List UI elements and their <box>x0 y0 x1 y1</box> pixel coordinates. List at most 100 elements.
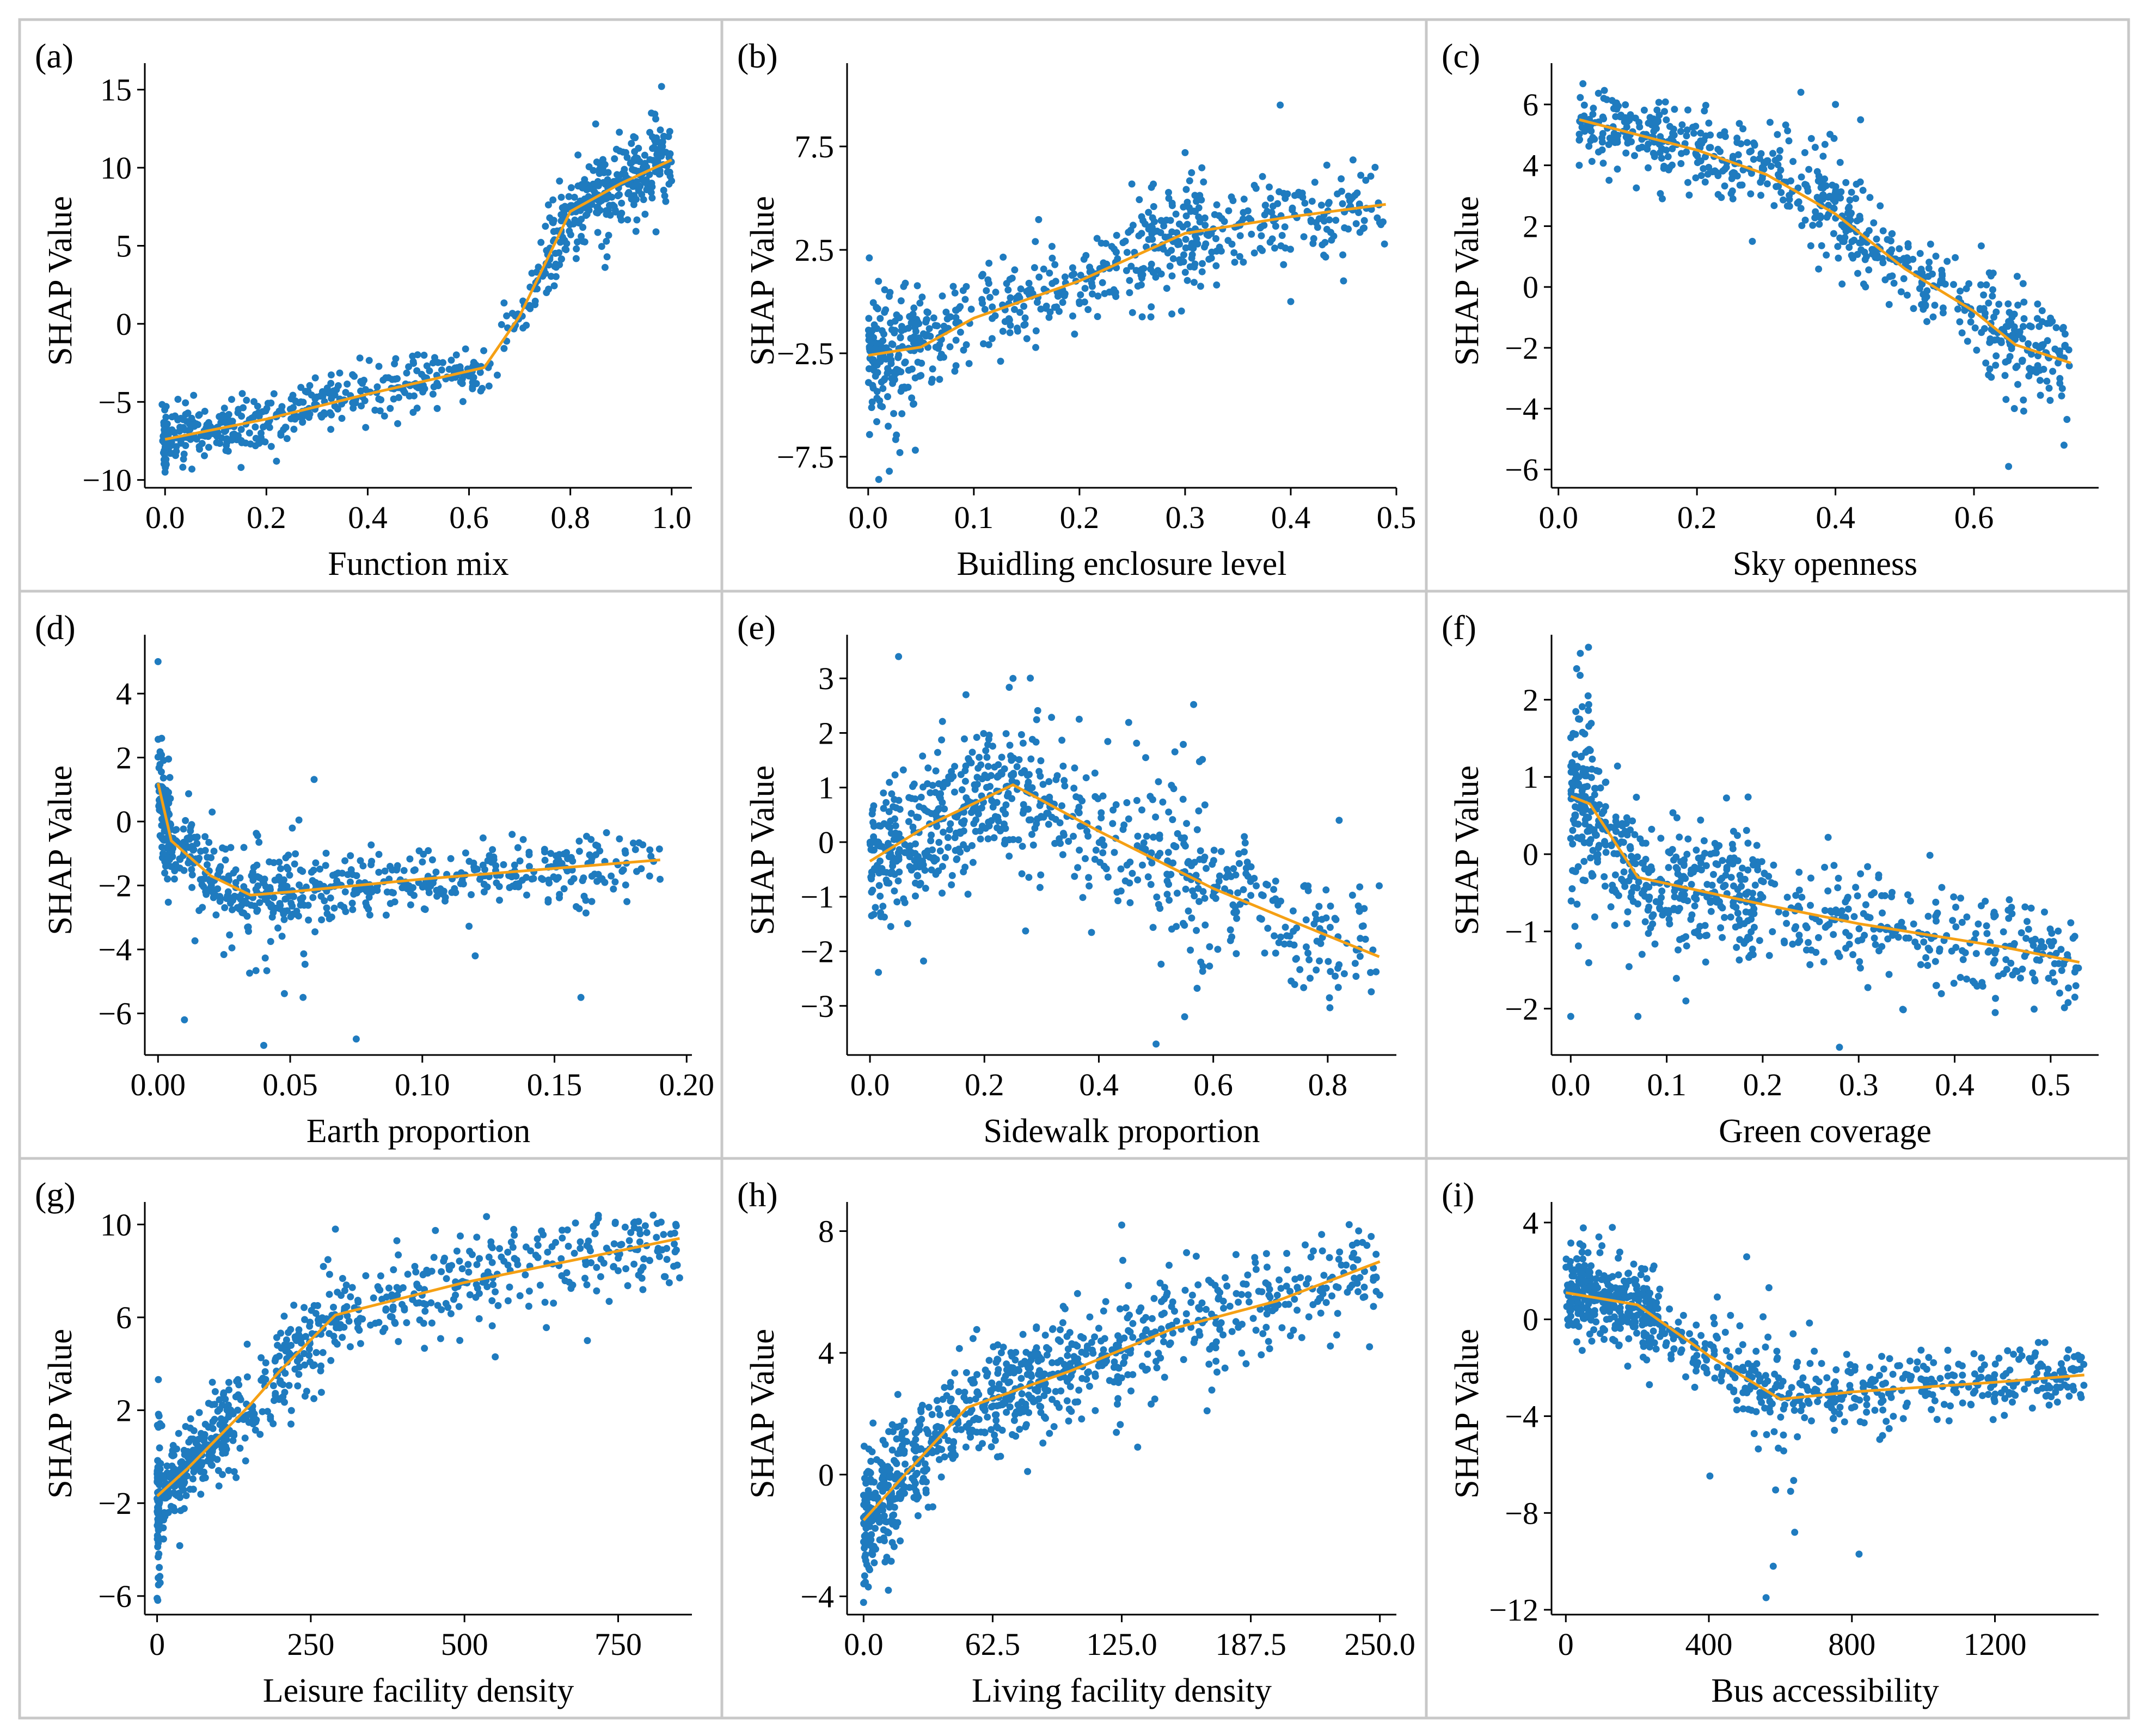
scatter-point <box>1967 318 1975 326</box>
scatter-point <box>377 1272 384 1280</box>
scatter-point <box>1651 153 1658 161</box>
scatter-point <box>906 853 913 861</box>
scatter-point <box>577 993 585 1001</box>
scatter-point <box>253 830 260 837</box>
scatter-point <box>1708 881 1716 889</box>
scatter-point <box>338 415 346 422</box>
scatter-point <box>988 797 996 805</box>
scatter-point <box>1259 173 1266 180</box>
scatter-point <box>1782 910 1789 917</box>
scatter-point <box>1894 934 1902 941</box>
scatter-point <box>468 891 475 898</box>
scatter-point <box>230 1468 238 1475</box>
scatter-point <box>2058 967 2065 974</box>
scatter-point <box>640 1255 648 1263</box>
scatter-point <box>893 311 900 318</box>
scatter-point <box>312 879 320 886</box>
scatter-point <box>1268 235 1276 243</box>
scatter-point <box>1666 849 1674 857</box>
scatter-point <box>225 1386 232 1394</box>
scatter-point <box>1618 822 1626 830</box>
scatter-point <box>936 354 944 361</box>
trend-line <box>156 783 660 897</box>
scatter-point <box>452 351 460 359</box>
y-tick-label: 15 <box>100 72 132 108</box>
scatter-point <box>1194 240 1201 248</box>
scatter-point <box>1016 309 1023 316</box>
scatter-point <box>161 421 169 428</box>
scatter-point <box>382 1306 390 1314</box>
scatter-point <box>1605 176 1613 184</box>
scatter-point <box>544 896 552 904</box>
scatter-point <box>1620 838 1627 846</box>
scatter-point <box>1123 249 1131 256</box>
scatter-point <box>1931 302 1939 309</box>
scatter-point <box>908 365 916 373</box>
scatter-point <box>911 795 919 803</box>
scatter-point <box>1182 186 1190 193</box>
scatter-point <box>912 879 919 887</box>
scatter-point <box>389 866 396 874</box>
scatter-point <box>1824 833 1832 841</box>
scatter-point <box>1856 958 1863 965</box>
scatter-point <box>1081 298 1088 306</box>
scatter-point <box>1719 934 1726 941</box>
scatter-point <box>1964 338 1971 345</box>
scatter-point <box>187 1415 194 1422</box>
scatter-point <box>1601 87 1608 94</box>
scatter-point <box>238 390 246 397</box>
scatter-point <box>1822 923 1829 931</box>
scatter-point <box>1923 287 1931 295</box>
scatter-point <box>2010 405 2018 412</box>
scatter-point <box>1683 148 1690 156</box>
scatter-point <box>311 374 319 382</box>
scatter-point <box>1271 244 1278 252</box>
scatter-point <box>473 1234 481 1241</box>
scatter-point <box>459 398 467 406</box>
scatter-point <box>1165 189 1172 196</box>
scatter-point <box>1148 303 1155 311</box>
scatter-point <box>1588 765 1596 773</box>
scatter-point <box>982 747 990 754</box>
scatter-point <box>1783 893 1791 901</box>
scatter-point <box>1648 866 1656 874</box>
scatter-point <box>1182 212 1190 220</box>
scatter-point <box>1282 923 1289 931</box>
scatter-point <box>1181 268 1189 276</box>
scatter-point <box>161 426 168 434</box>
scatter-point <box>988 772 995 780</box>
scatter-point <box>1280 261 1287 268</box>
scatter-point <box>314 1302 321 1309</box>
scatter-point <box>541 845 548 853</box>
scatter-point <box>253 861 261 869</box>
scatter-point <box>900 283 908 290</box>
scatter-point <box>1885 300 1893 308</box>
scatter-point <box>927 789 934 796</box>
scatter-point <box>1659 911 1666 919</box>
scatter-point <box>160 757 167 764</box>
scatter-point <box>951 788 958 796</box>
scatter-point <box>1585 827 1593 835</box>
scatter-point <box>971 786 979 793</box>
scatter-point <box>1932 958 1939 965</box>
scatter-point <box>1849 951 1857 959</box>
scatter-point <box>1777 189 1785 197</box>
scatter-point <box>161 468 169 476</box>
scatter-point <box>326 1291 333 1298</box>
scatter-point <box>189 1475 197 1483</box>
scatter-point <box>577 1238 584 1246</box>
scatter-point <box>580 874 587 882</box>
scatter-point <box>1024 782 1031 790</box>
scatter-point <box>1798 222 1806 229</box>
scatter-point <box>583 211 591 218</box>
scatter-point <box>1121 237 1129 245</box>
scatter-point <box>2051 978 2058 986</box>
x-tick-label: 0.0 <box>1538 500 1578 535</box>
scatter-point <box>1173 890 1181 897</box>
scatter-point <box>934 749 941 756</box>
scatter-point <box>865 315 873 322</box>
scatter-point <box>1142 754 1149 762</box>
scatter-point <box>1579 80 1587 88</box>
scatter-point <box>1973 983 1981 990</box>
scatter-point <box>1817 214 1824 222</box>
